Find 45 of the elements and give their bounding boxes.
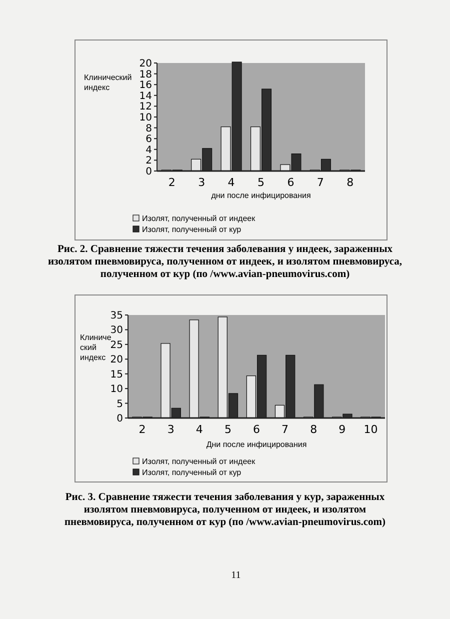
x-tick-label: 5 [258,176,264,189]
y-tick-label: 14 [139,90,152,102]
text: 11 [231,570,241,581]
y-tick-label: 10 [139,112,152,124]
y-tick-label: 0 [116,414,123,424]
y-tick-label: 30 [110,325,123,336]
y-tick-label: 35 [110,310,123,322]
y-tick-label: 4 [146,144,152,156]
y-axis-title: Клинический индекс [84,73,132,92]
x-tick-label: 6 [287,176,294,189]
legend-label: Изолят, полученный от кур [142,225,242,234]
x-tick-label: 8 [346,176,354,189]
y-tick-label: 15 [110,369,123,380]
x-tick-label: 6 [253,423,260,436]
y-tick-label: 0 [146,166,152,178]
y-tick-label: 6 [146,134,152,146]
legend-label: Изолят, полученный от индеек [142,457,256,466]
legend-label: Изолят, полученный от индеек [142,214,256,223]
legend-label: Изолят, полученный от кур [142,468,242,477]
x-axis-title: дни после инфицирования [211,191,311,200]
x-tick-label: 4 [196,423,203,436]
y-axis-title: Клинический индекс [80,333,112,362]
y-tick-label: 10 [110,384,123,396]
y-tick-label: 20 [139,58,152,70]
text: Рис. 3. Сравнение тяжести течения заболевания у кур, зараженных изолятом пневмовируса, полученном от индеек, и изолятом пневмовируса, полученном от кур (по /www.avian-pneumovirus.com) [64,492,386,528]
x-tick-label: 2 [168,176,176,189]
x-tick-label: 3 [167,423,174,436]
y-tick-label: 8 [146,123,152,134]
x-tick-label: 3 [198,176,206,189]
x-tick-label: 7 [316,176,324,189]
y-tick-label: 18 [139,69,152,80]
text: Рис. 2. Сравнение тяжести течения заболевания у индеек, зараженных изолятом пневмовируса, полученном от индеек, и изолятом пневмовируса, полученном от кур (по /www.avian-pneumovirus.com) [48,244,402,280]
x-tick-label: 4 [228,176,235,189]
x-tick-label: 7 [282,423,289,436]
x-tick-label: 8 [310,423,318,436]
y-tick-label: 16 [139,80,152,92]
y-tick-label: 12 [139,102,152,113]
y-tick-label: 20 [110,354,123,366]
x-tick-label: 10 [364,423,378,436]
y-tick-label: 2 [146,156,152,167]
x-tick-label: 5 [224,423,232,436]
y-tick-label: 25 [110,340,123,351]
x-axis-title: Дни после инфицирования [206,440,307,449]
y-tick-label: 5 [116,398,123,410]
x-tick-label: 9 [338,423,346,436]
